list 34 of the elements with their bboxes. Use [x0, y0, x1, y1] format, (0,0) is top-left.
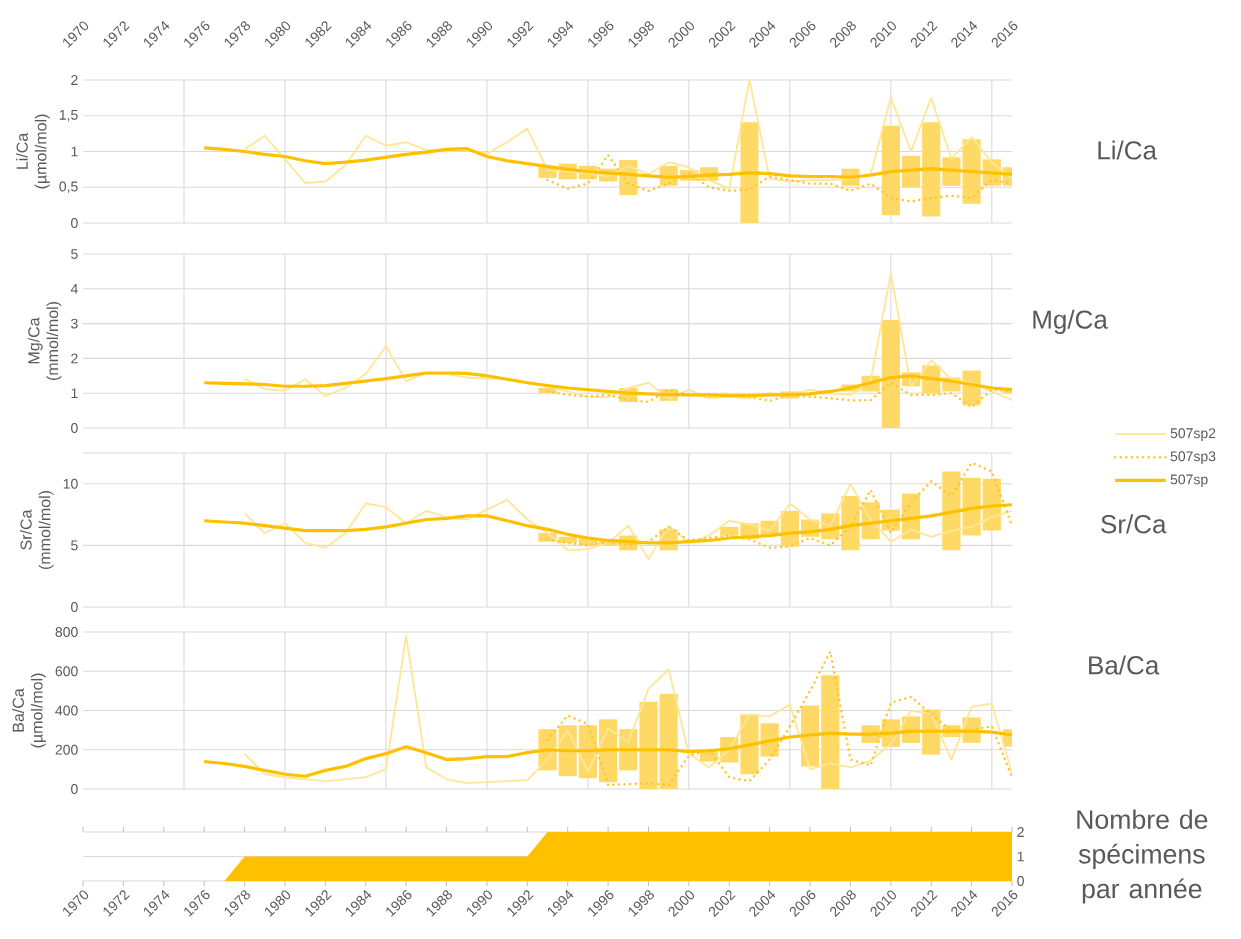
y-tick-label: 0,5 [59, 181, 78, 194]
y-tick-label: 2 [71, 75, 78, 85]
y-axis-title: Ba/Ca (µmol/mol) [12, 673, 46, 748]
y-tick-label: 1 [71, 388, 78, 399]
y-tick-label: 1,5 [59, 110, 78, 122]
legend-label: 507sp2 [1170, 428, 1216, 441]
y-axis-title: Li/Ca (µmol/mol) [16, 114, 50, 189]
text: Ba/Ca [1089, 655, 1160, 675]
y-tick-label: 2 [71, 353, 78, 364]
y-tick-label: 5 [71, 249, 78, 259]
y-tick-label: 0 [71, 218, 78, 228]
y-tick-label: 10 [63, 478, 78, 489]
y-axis-title: Sr/Ca (mmol/mol) [20, 491, 54, 570]
y-tick-label: 400 [55, 705, 78, 716]
legend-label: 507sp3 [1170, 451, 1216, 464]
y-tick-label: 2 [1017, 827, 1024, 837]
y-tick-label: 0 [71, 602, 78, 612]
y-tick-label: 1 [71, 146, 78, 157]
text: Li/Ca [1098, 140, 1157, 160]
text: Sr/Ca [1101, 514, 1167, 534]
y-tick-label: 5 [71, 540, 78, 551]
text: Mg/Ca [1033, 309, 1108, 334]
legend-label: 507sp [1170, 474, 1208, 488]
y-axis-title: Mg/Ca (mmol/mol) [27, 302, 62, 381]
y-tick-label: 600 [55, 666, 78, 677]
y-tick-label: 4 [70, 284, 78, 294]
y-axis-title: Nombre de spécimens par année [1077, 809, 1208, 904]
y-tick-label: 0 [71, 423, 78, 433]
y-tick-label: 200 [55, 744, 78, 755]
y-tick-label: 800 [55, 627, 78, 637]
y-tick-label: 0 [1017, 876, 1024, 886]
y-tick-label: 3 [71, 318, 78, 329]
y-tick-label: 1 [1017, 851, 1024, 862]
y-tick-label: 0 [71, 784, 78, 794]
